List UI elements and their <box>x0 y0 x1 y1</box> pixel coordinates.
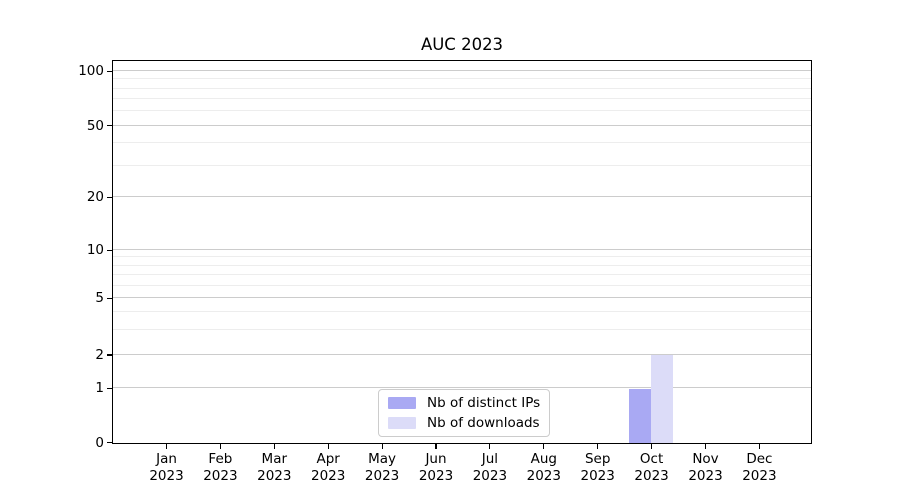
x-tick-mark <box>273 444 275 449</box>
gridline-major <box>113 353 811 355</box>
gridline-major <box>113 387 811 389</box>
legend-item: Nb of downloads <box>388 415 540 431</box>
x-tick-mark <box>597 444 599 449</box>
x-tick-mark <box>704 444 707 449</box>
gridline-minor <box>113 78 811 80</box>
y-tick-label: 5 <box>95 290 104 307</box>
x-tick-mark <box>543 444 545 449</box>
gridline-minor <box>113 256 811 258</box>
gridline-major <box>113 70 811 72</box>
y-tick-label: 20 <box>86 189 104 206</box>
gridline-minor <box>113 110 811 112</box>
x-tick-label: Jul 2023 <box>472 451 508 484</box>
y-tick-label: 50 <box>86 117 104 134</box>
y-tick-label: 10 <box>86 242 104 259</box>
chart-title: AUC 2023 <box>420 35 504 54</box>
gridline-minor <box>113 264 811 266</box>
gridline-minor <box>113 328 811 330</box>
legend-swatch <box>388 417 416 429</box>
y-tick-mark <box>107 249 112 251</box>
legend-item: Nb of distinct IPs <box>388 395 540 411</box>
x-tick-label: Oct 2023 <box>634 451 669 484</box>
y-tick-label: 0 <box>95 434 104 451</box>
gridline-major <box>113 196 811 198</box>
gridline-major <box>113 297 811 299</box>
y-tick-mark <box>107 441 112 444</box>
gridline-minor <box>113 142 811 144</box>
x-tick-mark <box>651 444 653 449</box>
gridline-minor <box>113 98 811 100</box>
gridline-major <box>113 124 811 126</box>
y-tick-label: 100 <box>78 63 104 80</box>
x-tick-label: Mar 2023 <box>257 451 292 484</box>
x-tick-mark <box>435 444 437 449</box>
x-tick-mark <box>489 444 491 449</box>
y-tick-label: 1 <box>95 380 104 397</box>
x-tick-mark <box>327 444 329 449</box>
x-tick-label: Jan 2023 <box>149 451 184 484</box>
gridline-minor <box>113 87 811 89</box>
x-tick-label: Dec 2023 <box>742 451 777 484</box>
y-tick-mark <box>107 354 112 356</box>
y-tick-mark <box>107 387 112 389</box>
y-tick-mark <box>107 124 112 127</box>
legend-label: Nb of distinct IPs <box>427 395 541 411</box>
x-tick-label: Feb 2023 <box>203 451 238 484</box>
bar-nb-of-distinct-ips <box>629 388 652 443</box>
y-tick-label: 2 <box>95 346 104 363</box>
gridline-minor <box>113 164 811 166</box>
gridline-major <box>113 249 811 251</box>
x-tick-label: Apr 2023 <box>311 451 346 484</box>
x-tick-mark <box>219 444 221 449</box>
legend-label: Nb of downloads <box>427 415 540 431</box>
gridline-minor <box>113 273 811 275</box>
x-tick-label: May 2023 <box>364 451 400 484</box>
bar-nb-of-downloads <box>651 355 674 443</box>
x-tick-mark <box>165 444 168 449</box>
gridline-minor <box>113 311 811 312</box>
x-tick-mark <box>758 444 760 449</box>
y-tick-mark <box>107 70 112 72</box>
x-tick-label: Jun 2023 <box>418 451 454 484</box>
x-tick-label: Sep 2023 <box>580 451 615 484</box>
legend: Nb of distinct IPs Nb of downloads <box>378 389 551 437</box>
y-tick-mark <box>107 196 112 198</box>
x-tick-label: Nov 2023 <box>688 451 723 484</box>
x-tick-mark <box>381 444 383 449</box>
x-tick-label: Aug 2023 <box>526 451 561 484</box>
y-tick-mark <box>107 297 112 299</box>
gridline-minor <box>113 284 811 286</box>
plot-area: Nb of distinct IPs Nb of downloads <box>112 60 812 444</box>
legend-swatch <box>388 397 416 409</box>
